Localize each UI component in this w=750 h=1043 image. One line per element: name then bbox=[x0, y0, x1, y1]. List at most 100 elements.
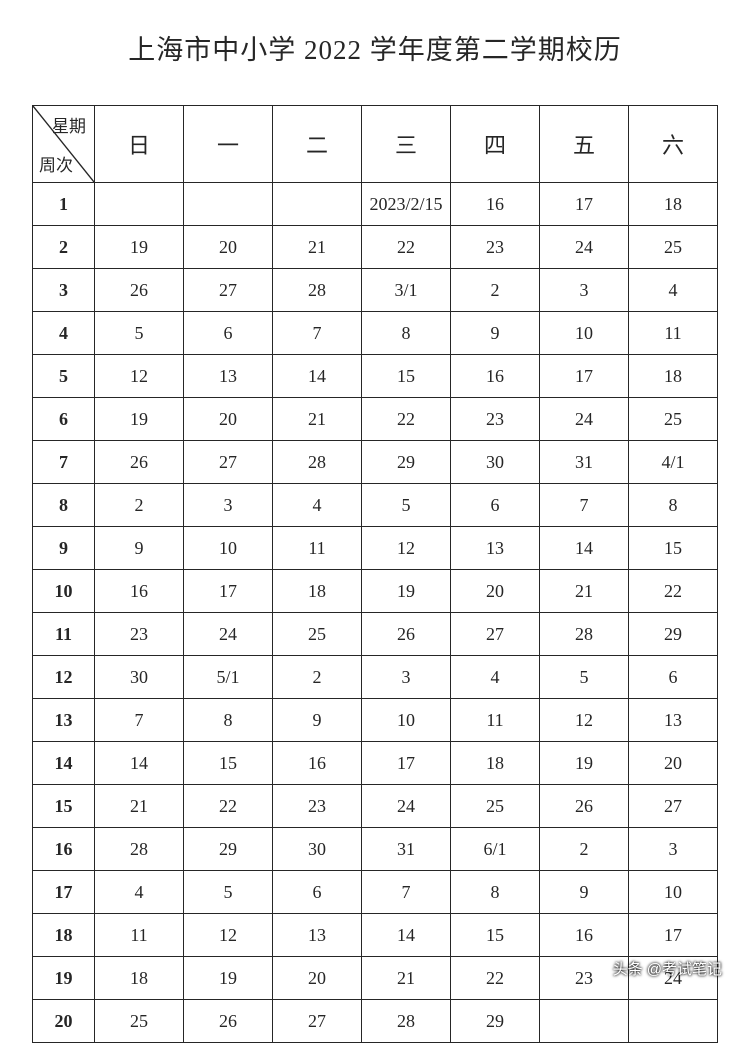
page-title: 上海市中小学 2022 学年度第二学期校历 bbox=[32, 28, 718, 67]
date-cell: 3 bbox=[629, 828, 718, 871]
date-cell: 20 bbox=[273, 957, 362, 1000]
date-cell: 16 bbox=[540, 914, 629, 957]
table-row: 12305/123456 bbox=[33, 656, 718, 699]
week-number: 20 bbox=[33, 1000, 95, 1043]
date-cell: 25 bbox=[629, 226, 718, 269]
date-cell: 24 bbox=[184, 613, 273, 656]
week-number: 5 bbox=[33, 355, 95, 398]
week-number: 2 bbox=[33, 226, 95, 269]
week-number: 7 bbox=[33, 441, 95, 484]
date-cell: 6/1 bbox=[451, 828, 540, 871]
date-cell: 5 bbox=[184, 871, 273, 914]
page: 上海市中小学 2022 学年度第二学期校历 星期 周次 日 一 二 bbox=[0, 0, 750, 997]
date-cell: 10 bbox=[184, 527, 273, 570]
date-cell: 8 bbox=[184, 699, 273, 742]
day-header: 一 bbox=[184, 106, 273, 183]
date-cell bbox=[540, 1000, 629, 1043]
date-cell: 26 bbox=[95, 441, 184, 484]
table-row: 202526272829 bbox=[33, 1000, 718, 1043]
date-cell: 22 bbox=[451, 957, 540, 1000]
date-cell: 9 bbox=[273, 699, 362, 742]
table-row: 1811121314151617 bbox=[33, 914, 718, 957]
date-cell: 9 bbox=[451, 312, 540, 355]
date-cell: 14 bbox=[95, 742, 184, 785]
week-number: 3 bbox=[33, 269, 95, 312]
table-header: 星期 周次 日 一 二 三 四 五 六 bbox=[33, 106, 718, 183]
date-cell: 28 bbox=[362, 1000, 451, 1043]
date-cell: 11 bbox=[273, 527, 362, 570]
week-number: 18 bbox=[33, 914, 95, 957]
date-cell: 16 bbox=[451, 183, 540, 226]
date-cell: 19 bbox=[362, 570, 451, 613]
table-row: 1016171819202122 bbox=[33, 570, 718, 613]
date-cell: 5 bbox=[362, 484, 451, 527]
date-cell: 26 bbox=[184, 1000, 273, 1043]
table-row: 619202122232425 bbox=[33, 398, 718, 441]
date-cell: 21 bbox=[362, 957, 451, 1000]
date-cell: 13 bbox=[273, 914, 362, 957]
date-cell: 26 bbox=[95, 269, 184, 312]
date-cell bbox=[184, 183, 273, 226]
date-cell: 23 bbox=[95, 613, 184, 656]
date-cell: 6 bbox=[451, 484, 540, 527]
date-cell: 12 bbox=[95, 355, 184, 398]
week-number: 6 bbox=[33, 398, 95, 441]
week-number: 10 bbox=[33, 570, 95, 613]
week-number: 11 bbox=[33, 613, 95, 656]
date-cell: 2 bbox=[95, 484, 184, 527]
date-cell: 19 bbox=[95, 226, 184, 269]
date-cell: 29 bbox=[629, 613, 718, 656]
date-cell: 17 bbox=[184, 570, 273, 613]
date-cell: 2 bbox=[451, 269, 540, 312]
corner-header: 星期 周次 bbox=[33, 106, 95, 183]
date-cell: 18 bbox=[273, 570, 362, 613]
date-cell bbox=[95, 183, 184, 226]
date-cell: 21 bbox=[273, 226, 362, 269]
date-cell: 8 bbox=[629, 484, 718, 527]
day-header: 二 bbox=[273, 106, 362, 183]
week-number: 14 bbox=[33, 742, 95, 785]
date-cell: 10 bbox=[629, 871, 718, 914]
date-cell: 13 bbox=[184, 355, 273, 398]
date-cell: 12 bbox=[540, 699, 629, 742]
date-cell: 2 bbox=[273, 656, 362, 699]
date-cell: 3 bbox=[184, 484, 273, 527]
date-cell: 28 bbox=[95, 828, 184, 871]
week-number: 9 bbox=[33, 527, 95, 570]
date-cell: 8 bbox=[362, 312, 451, 355]
date-cell: 24 bbox=[540, 398, 629, 441]
date-cell: 5 bbox=[95, 312, 184, 355]
date-cell: 25 bbox=[95, 1000, 184, 1043]
date-cell: 11 bbox=[629, 312, 718, 355]
week-number: 4 bbox=[33, 312, 95, 355]
date-cell: 7 bbox=[540, 484, 629, 527]
day-header: 五 bbox=[540, 106, 629, 183]
date-cell: 25 bbox=[273, 613, 362, 656]
date-cell: 20 bbox=[451, 570, 540, 613]
date-cell: 15 bbox=[451, 914, 540, 957]
date-cell: 4 bbox=[451, 656, 540, 699]
date-cell: 4 bbox=[95, 871, 184, 914]
date-cell: 19 bbox=[95, 398, 184, 441]
date-cell: 3 bbox=[540, 269, 629, 312]
day-header: 三 bbox=[362, 106, 451, 183]
date-cell: 23 bbox=[451, 226, 540, 269]
date-cell: 18 bbox=[95, 957, 184, 1000]
header-day-label: 星期 bbox=[52, 112, 86, 137]
day-header: 日 bbox=[95, 106, 184, 183]
date-cell: 17 bbox=[629, 914, 718, 957]
date-cell: 16 bbox=[273, 742, 362, 785]
date-cell: 27 bbox=[273, 1000, 362, 1043]
date-cell: 22 bbox=[184, 785, 273, 828]
date-cell: 15 bbox=[184, 742, 273, 785]
week-number: 19 bbox=[33, 957, 95, 1000]
date-cell: 14 bbox=[273, 355, 362, 398]
date-cell: 18 bbox=[629, 355, 718, 398]
week-number: 17 bbox=[33, 871, 95, 914]
date-cell: 4 bbox=[629, 269, 718, 312]
table-row: 82345678 bbox=[33, 484, 718, 527]
table-row: 1521222324252627 bbox=[33, 785, 718, 828]
date-cell: 30 bbox=[451, 441, 540, 484]
week-number: 8 bbox=[33, 484, 95, 527]
date-cell: 5 bbox=[540, 656, 629, 699]
